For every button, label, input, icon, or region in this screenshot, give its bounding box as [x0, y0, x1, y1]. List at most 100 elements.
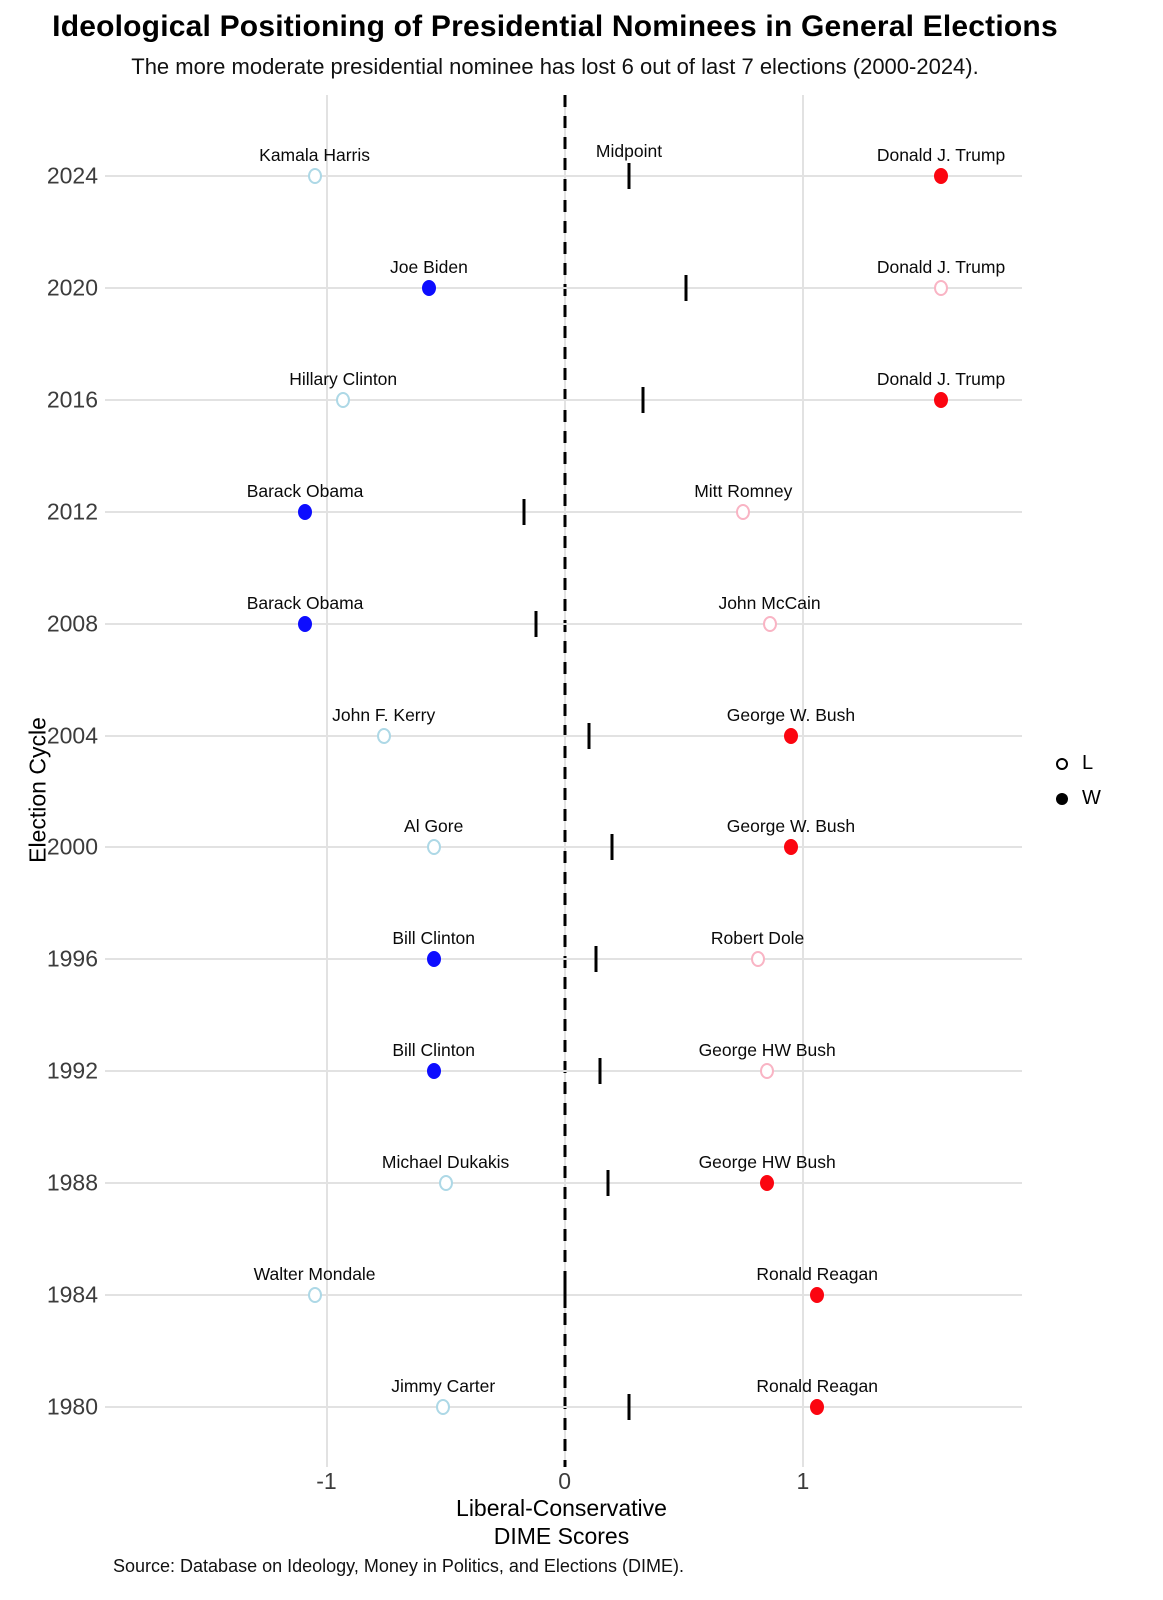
election-row-gridline: [105, 734, 1022, 737]
nominee-label-dem: John F. Kerry: [332, 704, 436, 725]
nominee-label-rep: George W. Bush: [726, 816, 856, 837]
chart-header: Ideological Positioning of Presidential …: [0, 10, 1110, 80]
y-axis-tick-label: 1992: [46, 1057, 98, 1084]
x-axis-title: Liberal-Conservative DIME Scores: [103, 1494, 1020, 1550]
nominee-label-dem: Bill Clinton: [392, 928, 476, 949]
election-row-gridline: [105, 1182, 1022, 1185]
x-axis-tick-label: -1: [316, 1468, 337, 1494]
nominee-dot-rep: [736, 503, 751, 520]
nominee-label-rep: Donald J. Trump: [876, 368, 1006, 389]
nominee-label-rep: Ronald Reagan: [756, 1264, 878, 1284]
zero-reference-line: [563, 95, 567, 1467]
chart-subtitle: The more moderate presidential nominee h…: [131, 54, 979, 79]
nominee-dot-dem: [426, 1063, 441, 1080]
nominee-dot-dem: [298, 615, 313, 632]
election-row-gridline: [105, 175, 1022, 177]
election-row-gridline: [105, 622, 1022, 625]
midpoint-tick: [606, 1170, 610, 1197]
x-axis-title-line2: DIME Scores: [493, 1523, 630, 1549]
midpoint-tick: [627, 163, 631, 189]
nominee-label-dem: Barack Obama: [246, 480, 364, 501]
nominee-dot-dem: [307, 168, 322, 184]
nominee-dot-rep: [934, 279, 949, 296]
nominee-label-rep: Robert Dole: [710, 928, 805, 949]
nominee-label-rep: Mitt Romney: [694, 480, 793, 501]
nominee-dot-dem: [436, 1398, 451, 1415]
legend-label-winner: W: [1082, 787, 1101, 809]
midpoint-tick: [563, 1282, 567, 1308]
vertical-gridline: [801, 95, 804, 1467]
y-axis-tick-label: 2000: [46, 833, 98, 860]
y-axis-tick-label: 2004: [46, 722, 98, 748]
y-axis-tick-labels: 2024 2020 2016 2012 2008 2004 2000 1996 1992 1988…: [0, 95, 98, 1467]
nominee-dot-dem: [426, 951, 441, 968]
nominee-dot-dem: [298, 503, 313, 520]
x-axis-tick-label: 0: [558, 1468, 572, 1494]
legend: L W: [1056, 746, 1101, 816]
nominee-dot-rep: [760, 1063, 775, 1080]
midpoint-label: Midpoint: [595, 141, 663, 161]
x-axis-title-line1: Liberal-Conservative: [456, 1495, 667, 1521]
nominee-label-dem: Michael Dukakis: [381, 1152, 510, 1173]
y-axis-tick-label: 2024: [46, 162, 98, 189]
source-caption: Source: Database on Ideology, Money in P…: [113, 1556, 684, 1576]
chart-title: Ideological Positioning of Presidential …: [52, 10, 1058, 43]
election-row-gridline: [105, 286, 1022, 289]
y-axis-tick-label: 1988: [46, 1169, 98, 1196]
nominee-dot-rep: [934, 391, 949, 408]
nominee-label-rep: George W. Bush: [726, 704, 856, 725]
nominee-label-dem: Jimmy Carter: [391, 1375, 496, 1396]
midpoint-tick: [534, 610, 538, 637]
nominee-dot-dem: [376, 727, 391, 744]
nominee-dot-dem: [426, 839, 441, 856]
nominee-label-dem: Walter Mondale: [253, 1264, 376, 1284]
nominee-dot-dem: [336, 391, 351, 408]
legend-item-winner: W: [1056, 781, 1101, 816]
nominee-dot-rep: [750, 951, 765, 968]
midpoint-tick: [610, 834, 614, 861]
legend-label-loser: L: [1082, 752, 1094, 774]
election-row-gridline: [105, 510, 1022, 513]
y-axis-tick-label: 2020: [46, 274, 98, 301]
y-axis-tick-label: 1996: [46, 945, 98, 972]
midpoint-tick: [594, 946, 598, 973]
election-row-gridline: [105, 846, 1022, 849]
nominee-dot-rep: [762, 615, 777, 632]
filled-circle-icon: [1056, 792, 1068, 805]
election-row-gridline: [105, 1070, 1022, 1073]
midpoint-tick: [522, 498, 526, 525]
election-row-gridline: [105, 398, 1022, 401]
nominee-dot-rep: [810, 1398, 825, 1415]
midpoint-tick: [598, 1058, 602, 1085]
nominee-label-dem: Bill Clinton: [392, 1040, 476, 1061]
legend-item-loser: L: [1056, 746, 1101, 781]
nominee-label-rep: George HW Bush: [698, 1152, 836, 1173]
nominee-label-dem: Al Gore: [404, 816, 464, 837]
nominee-label-dem: Kamala Harris: [259, 145, 371, 165]
plot-area: Kamala Harris Donald J. Trump Midpoint Joe …: [105, 95, 1022, 1467]
midpoint-tick: [684, 274, 688, 301]
y-axis-tick-label: 1984: [46, 1281, 98, 1308]
nominee-dot-dem: [421, 279, 436, 296]
vertical-gridline: [325, 95, 328, 1467]
midpoint-tick: [627, 1393, 631, 1420]
x-axis-tick-label: 1: [796, 1468, 810, 1494]
nominee-label-rep: Ronald Reagan: [756, 1375, 878, 1396]
nominee-dot-rep: [783, 727, 798, 744]
nominee-dot-rep: [810, 1287, 825, 1303]
nominee-label-rep: John McCain: [718, 592, 821, 613]
midpoint-tick: [641, 386, 645, 413]
y-axis-tick-label: 2016: [46, 386, 98, 413]
y-axis-tick-label: 1980: [46, 1393, 98, 1420]
nominee-label-dem: Barack Obama: [246, 592, 364, 613]
nominee-dot-rep: [783, 839, 798, 856]
y-axis-tick-label: 2008: [46, 610, 98, 637]
open-circle-icon: [1056, 757, 1068, 770]
election-row-gridline: [105, 1405, 1022, 1408]
nominee-dot-rep: [760, 1175, 775, 1192]
nominee-label-dem: Joe Biden: [390, 256, 468, 277]
nominee-dot-dem: [438, 1175, 453, 1192]
nominee-dot-dem: [307, 1287, 322, 1303]
nominee-label-rep: Donald J. Trump: [876, 256, 1006, 277]
